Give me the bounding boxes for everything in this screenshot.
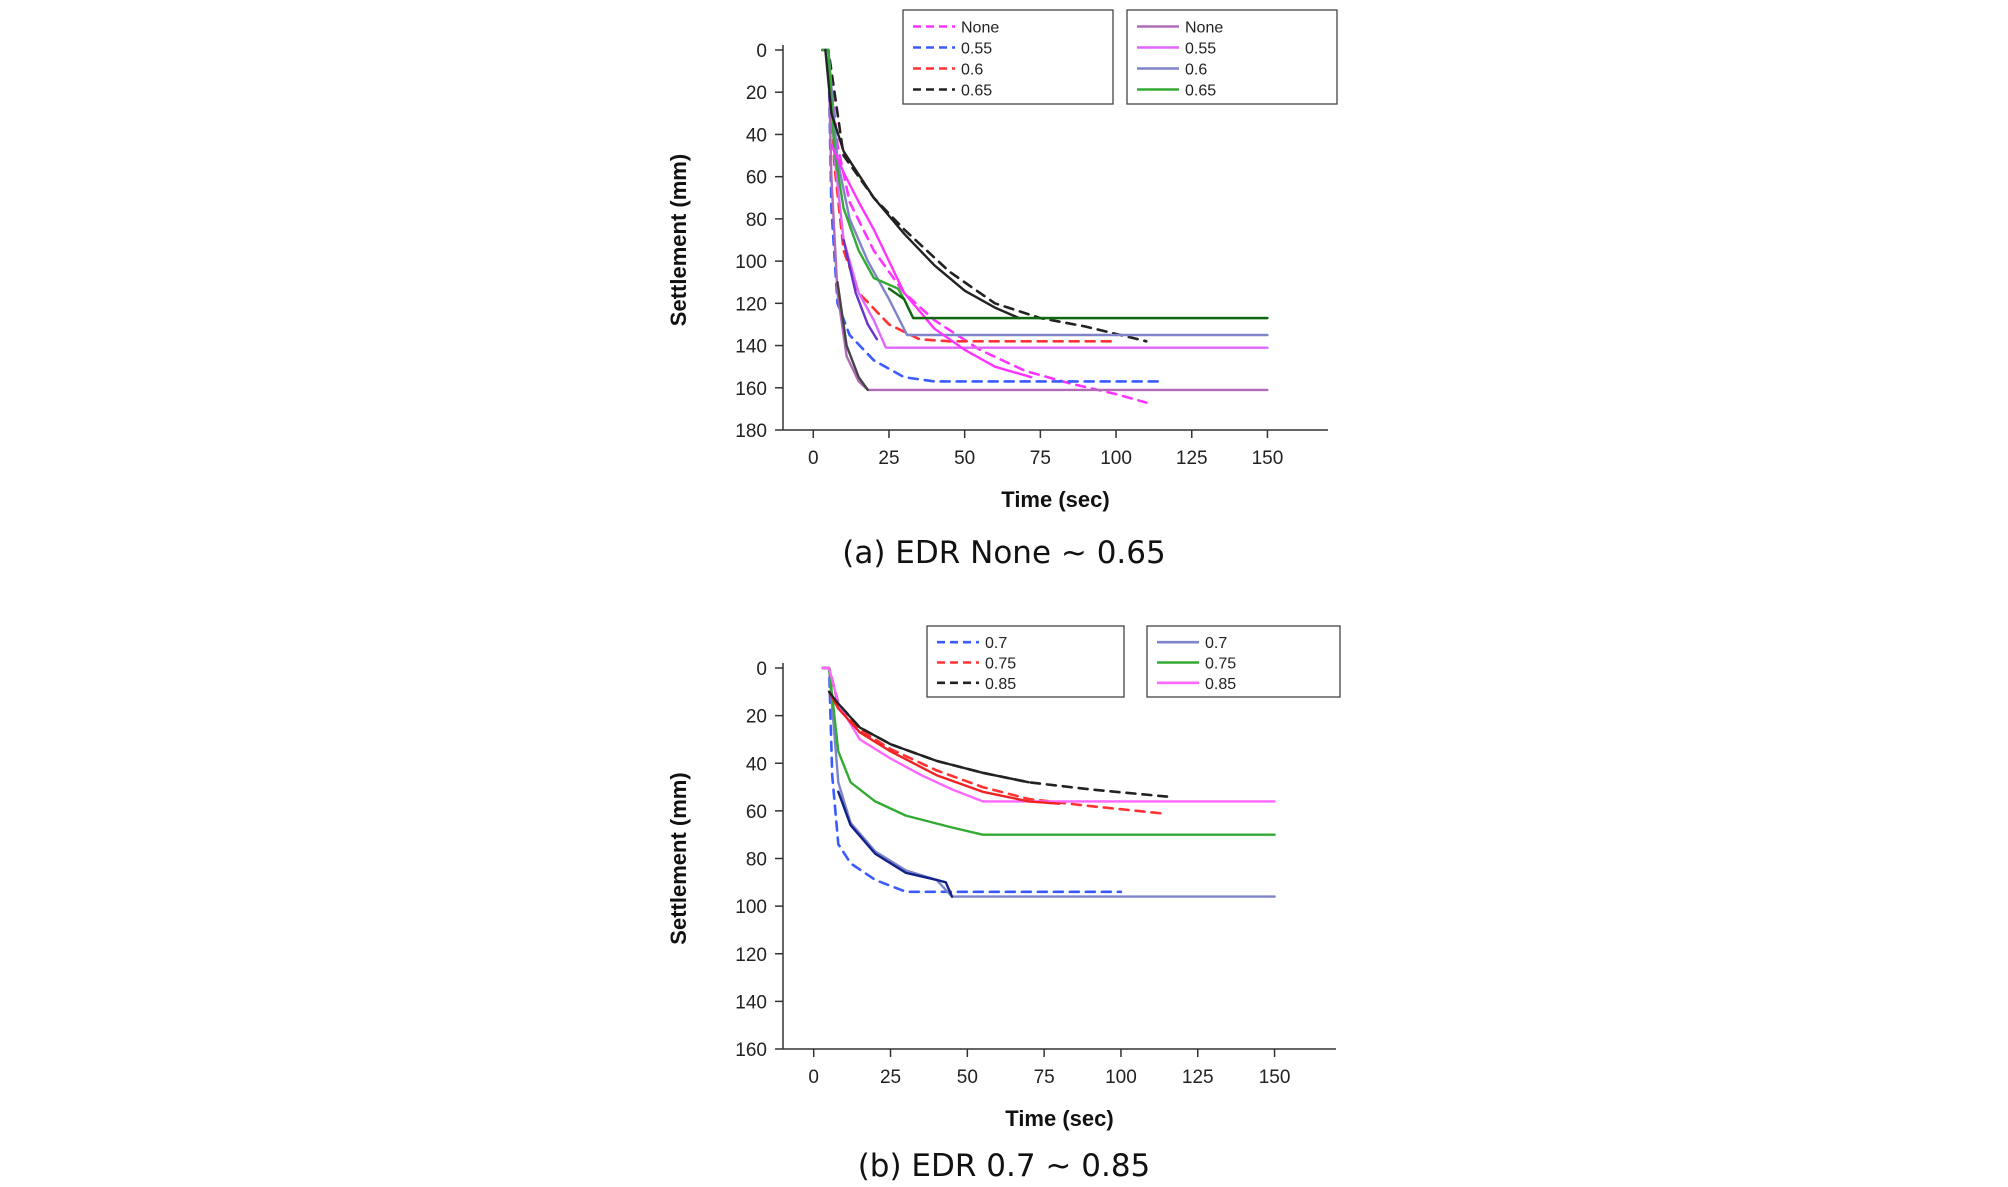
y-tick-label: 140 <box>735 992 767 1013</box>
x-axis-label: Time (sec) <box>1005 1106 1113 1131</box>
y-tick-label: 0 <box>756 41 767 62</box>
legend-label: 0.55 <box>1185 41 1216 58</box>
series-line-solid-trace-6 <box>827 690 1061 805</box>
y-tick-label: 80 <box>746 210 767 231</box>
y-tick-label: 60 <box>746 168 767 189</box>
legend-dashed: 0.7 0.75 0.85 <box>926 625 1125 698</box>
chart-a: 0 25 50 75 100 125 150 0 20 40 60 80 100 120 140 160 180… <box>666 9 1338 512</box>
series-line-solid-trace-8 <box>824 48 1021 320</box>
legend-label: 0.7 <box>1205 635 1227 652</box>
x-tick-label: 25 <box>880 1067 901 1088</box>
y-tick-label: 140 <box>735 337 767 358</box>
legend-label: None <box>961 20 999 37</box>
caption-b: (b) EDR 0.7 ~ 0.85 <box>857 1148 1151 1184</box>
y-tick-label: 80 <box>746 850 767 871</box>
series-line-dashed-065 <box>821 48 1148 343</box>
x-tick-label: 0 <box>808 1067 819 1088</box>
x-tick-label: 75 <box>1034 1067 1055 1088</box>
series-line-dashed-07 <box>821 666 1123 894</box>
y-tick-label: 20 <box>746 707 767 728</box>
legend-label: 0.6 <box>961 62 983 79</box>
y-tick-label: 160 <box>735 379 767 400</box>
chart-b: 0 25 50 75 100 125 150 0 20 40 60 80 100 120 140 160 Tim… <box>666 625 1341 1131</box>
legend-label: 0.55 <box>961 41 992 58</box>
x-tick-label: 125 <box>1182 1067 1214 1088</box>
y-tick-label: 0 <box>756 659 767 680</box>
legend-label: 0.75 <box>985 656 1016 673</box>
y-axis-label: Settlement (mm) <box>666 772 691 944</box>
y-axis-label: Settlement (mm) <box>666 154 691 326</box>
series-line-solid-trace-12 <box>836 281 869 392</box>
caption-a: (a) EDR None ~ 0.65 <box>842 535 1166 571</box>
y-tick-label: 60 <box>746 802 767 823</box>
legend-label: 0.85 <box>985 676 1016 693</box>
legend-label: None <box>1185 20 1223 37</box>
legend-solid: None 0.55 0.6 0.65 <box>1126 9 1338 105</box>
series-line-solid-trace-8 <box>837 790 954 898</box>
legend-label: 0.75 <box>1205 656 1236 673</box>
x-tick-label: 150 <box>1259 1067 1291 1088</box>
legend-dashed: None 0.55 0.6 0.65 <box>902 9 1114 105</box>
x-tick-label: 150 <box>1252 448 1284 469</box>
series-line-solid-trace-10 <box>842 238 879 341</box>
y-tick-label: 180 <box>735 421 767 442</box>
legend-label: 0.7 <box>985 635 1007 652</box>
legend-label: 0.6 <box>1185 62 1207 79</box>
x-tick-label: 25 <box>878 448 899 469</box>
series-line-dashed-055 <box>821 48 1163 383</box>
x-tick-label: 50 <box>957 1067 978 1088</box>
y-tick-label: 100 <box>735 252 767 273</box>
x-tick-label: 100 <box>1105 1067 1137 1088</box>
series-line-solid-085 <box>821 666 1276 803</box>
y-tick-label: 120 <box>735 945 767 966</box>
legend-frame <box>926 625 1125 698</box>
legend-frame <box>902 9 1114 105</box>
legend-solid: 0.7 0.75 0.85 <box>1146 625 1341 698</box>
legend-label: 0.65 <box>961 83 992 100</box>
series-line-solid-trace-7 <box>827 690 1031 784</box>
legend-label: 0.65 <box>1185 83 1216 100</box>
x-tick-label: 125 <box>1176 448 1208 469</box>
x-tick-label: 0 <box>808 448 819 469</box>
y-tick-label: 40 <box>746 754 767 775</box>
x-tick-label: 75 <box>1030 448 1051 469</box>
series-line-solid-trace-9 <box>830 143 1033 379</box>
x-tick-label: 50 <box>954 448 975 469</box>
x-axis-label: Time (sec) <box>1001 487 1109 512</box>
y-tick-label: 20 <box>746 83 767 104</box>
y-tick-label: 40 <box>746 125 767 146</box>
series-line-solid-trace-11 <box>887 287 1269 320</box>
y-tick-label: 100 <box>735 897 767 918</box>
legend-label: 0.85 <box>1205 676 1236 693</box>
x-tick-label: 100 <box>1100 448 1132 469</box>
y-tick-label: 120 <box>735 294 767 315</box>
y-tick-label: 160 <box>735 1040 767 1061</box>
